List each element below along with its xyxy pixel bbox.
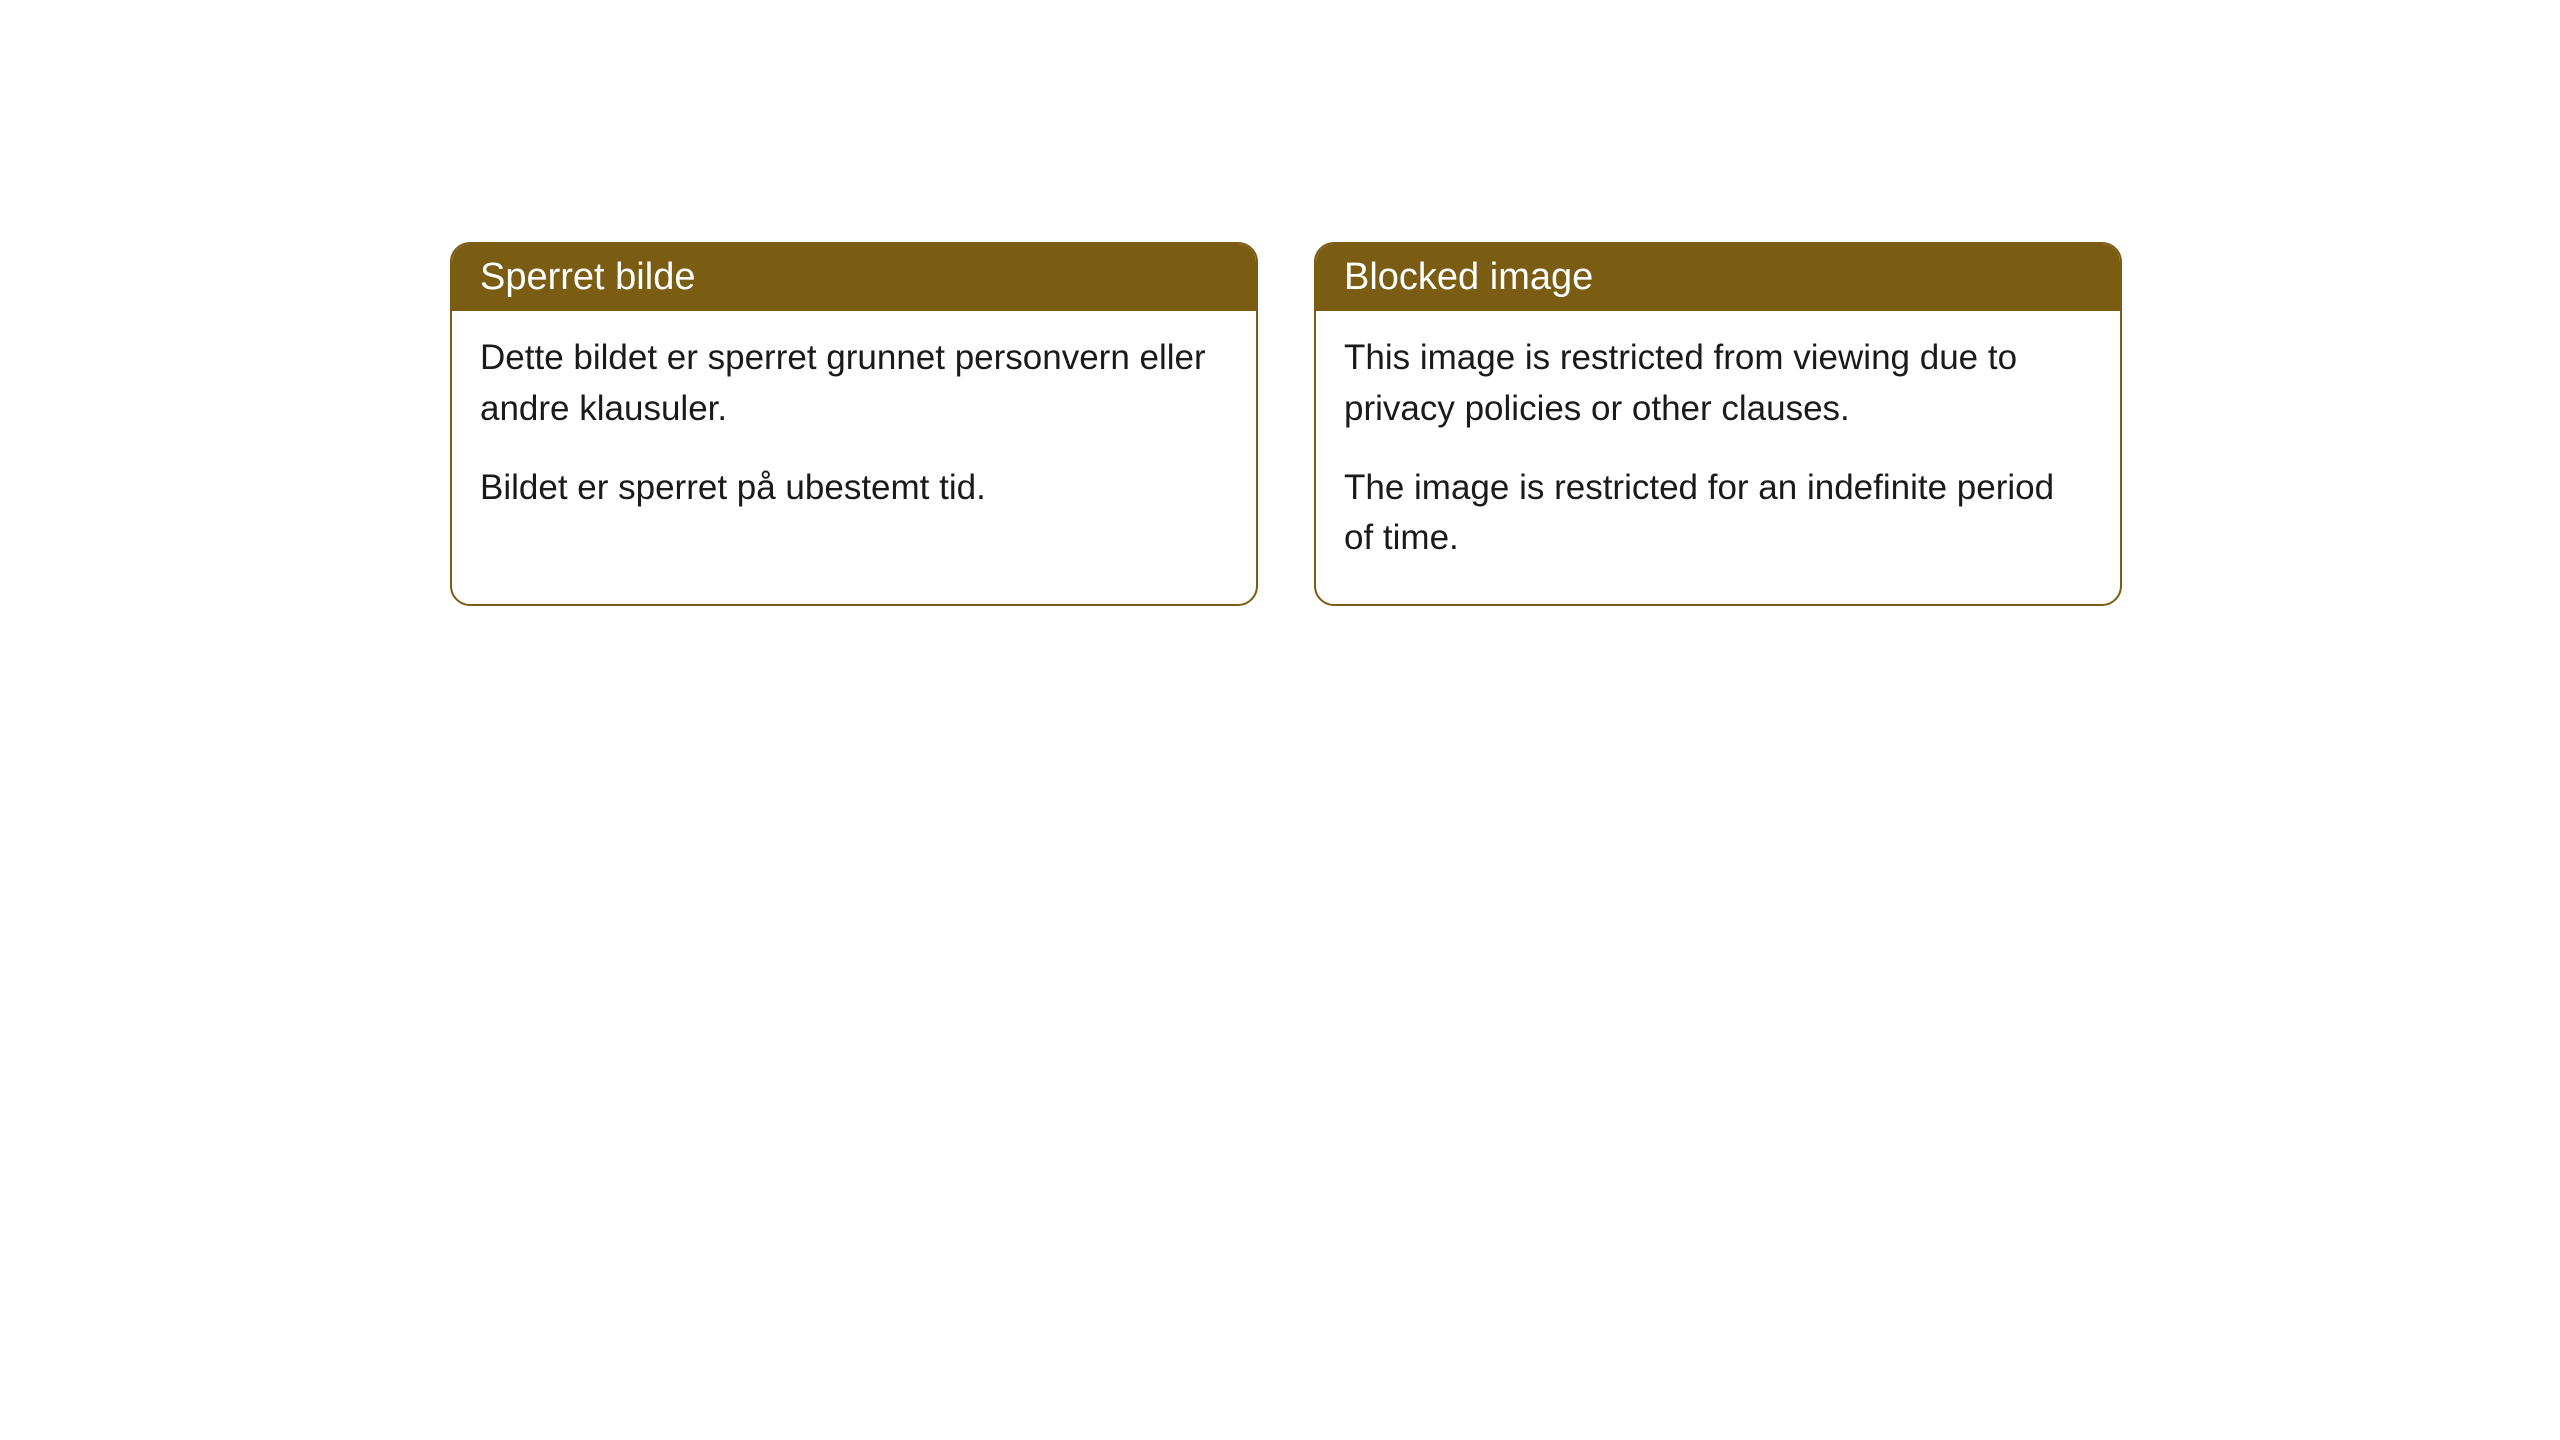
notice-text-2: Bildet er sperret på ubestemt tid. bbox=[480, 463, 1228, 514]
card-header-english: Blocked image bbox=[1316, 244, 2120, 311]
notice-text-2: The image is restricted for an indefinit… bbox=[1344, 463, 2092, 565]
card-body-norwegian: Dette bildet er sperret grunnet personve… bbox=[452, 311, 1256, 553]
blocked-image-card-norwegian: Sperret bilde Dette bildet er sperret gr… bbox=[450, 242, 1258, 606]
card-title: Sperret bilde bbox=[480, 256, 695, 298]
card-header-norwegian: Sperret bilde bbox=[452, 244, 1256, 311]
card-body-english: This image is restricted from viewing du… bbox=[1316, 311, 2120, 604]
blocked-image-card-english: Blocked image This image is restricted f… bbox=[1314, 242, 2122, 606]
card-title: Blocked image bbox=[1344, 256, 1593, 298]
notice-text-1: Dette bildet er sperret grunnet personve… bbox=[480, 333, 1228, 435]
notice-text-1: This image is restricted from viewing du… bbox=[1344, 333, 2092, 435]
notice-container: Sperret bilde Dette bildet er sperret gr… bbox=[0, 0, 2560, 606]
